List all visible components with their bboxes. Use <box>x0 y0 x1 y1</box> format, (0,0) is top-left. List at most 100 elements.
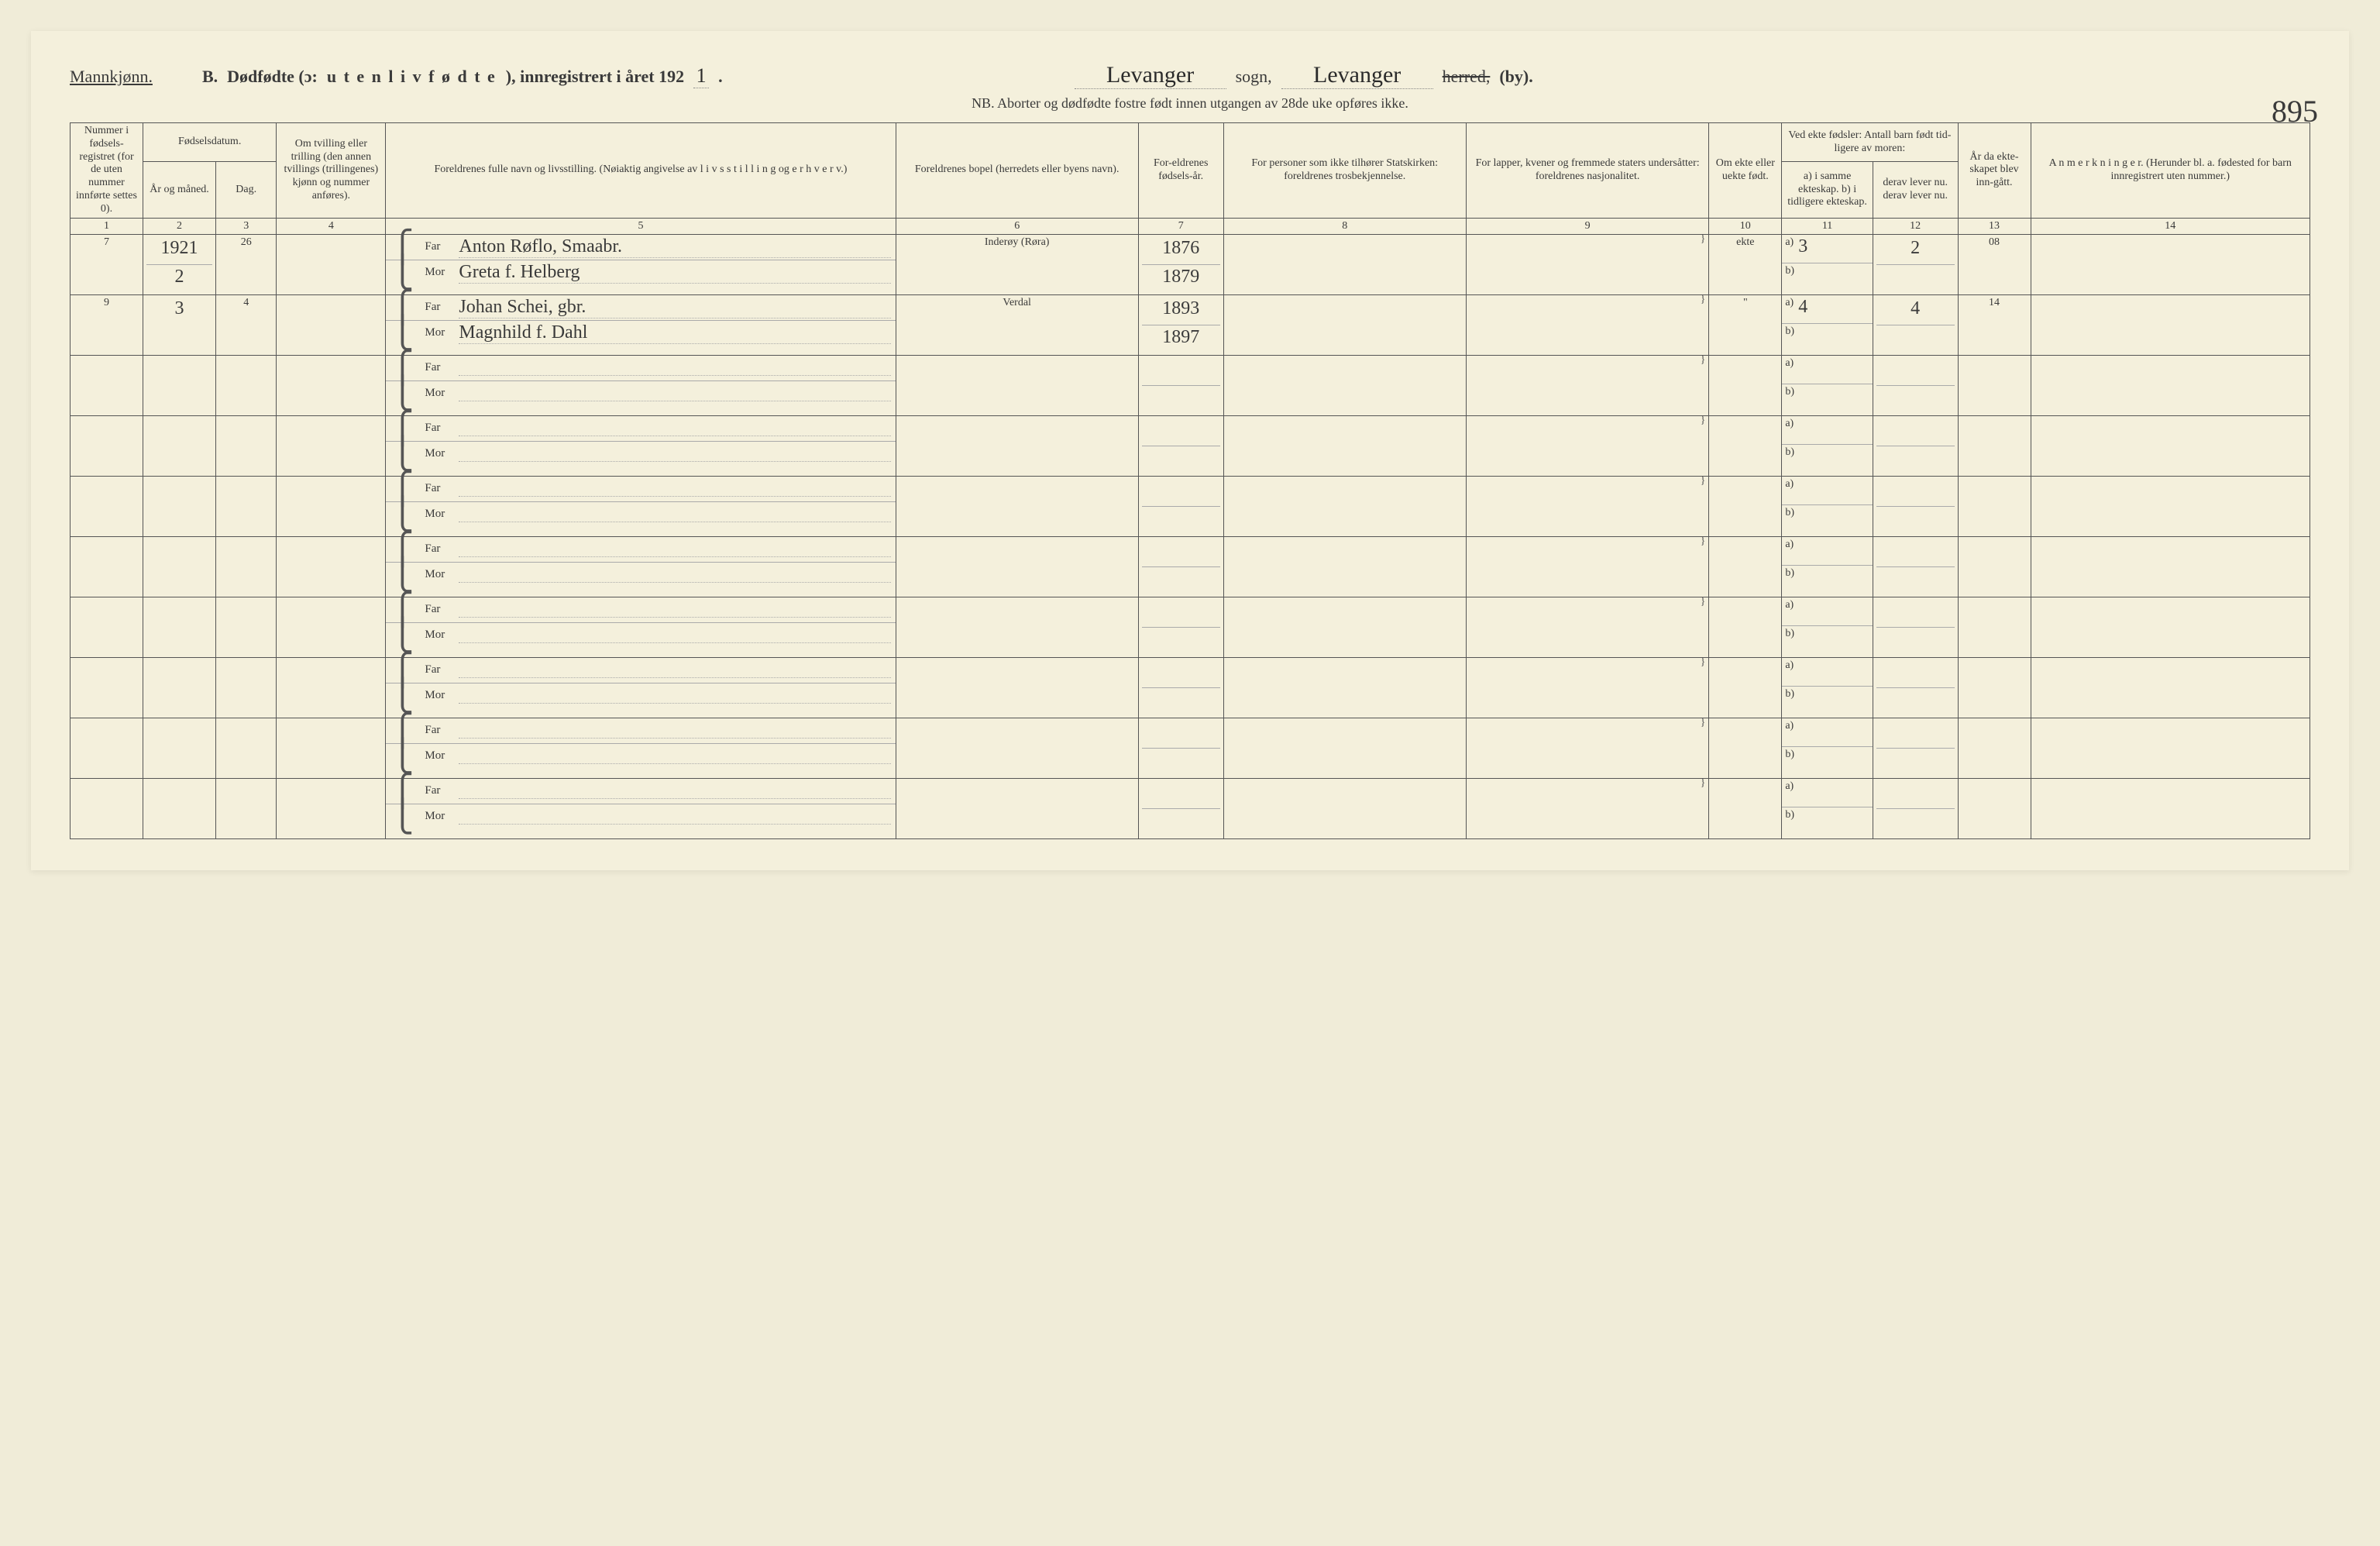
cell-parent-years: 18931897 <box>1138 294 1223 355</box>
col-header-7: For-eldrenes fødsels-år. <box>1138 123 1223 219</box>
cell-ekteskap-year <box>1958 718 2031 778</box>
brace-icon: ⎩ <box>390 628 417 643</box>
table-row: ⎧Far⎩Mor}a)b) <box>71 476 2310 536</box>
colnum: 12 <box>1873 218 1958 234</box>
cell-day <box>216 476 277 536</box>
cell-year-month <box>143 536 216 597</box>
gender-label: Mannkjønn. <box>70 67 153 87</box>
brace-icon: ⎩ <box>390 446 417 462</box>
cell-twin <box>277 597 386 657</box>
cell-parent-years <box>1138 355 1223 415</box>
table-row: ⎧Far⎩Mor}a)b) <box>71 718 2310 778</box>
mor-value <box>459 446 890 462</box>
cell-ekte <box>1709 657 1782 718</box>
cell-tros <box>1223 355 1466 415</box>
far-value: Johan Schei, gbr. <box>459 297 890 318</box>
colnum: 10 <box>1709 218 1782 234</box>
colnum: 3 <box>216 218 277 234</box>
cell-bopel <box>896 778 1138 838</box>
col-header-10: Om ekte eller uekte født. <box>1709 123 1782 219</box>
register-page: Mannkjønn. B. Dødfødte (ɔ: u t e n l i v… <box>31 31 2349 870</box>
cell-ekte: " <box>1709 294 1782 355</box>
b-label: b) <box>1785 325 1794 350</box>
far-value <box>459 480 890 497</box>
a-label: a) <box>1785 478 1794 503</box>
table-row: ⎧Far⎩Mor}a)b) <box>71 778 2310 838</box>
cell-day <box>216 355 277 415</box>
derav-b <box>1876 265 1955 293</box>
col-header-1: Nummer i fødsels-registret (for de uten … <box>71 123 143 219</box>
brace-icon: ⎧ <box>390 360 417 376</box>
mor-label: Mor <box>425 810 451 823</box>
cell-anm <box>2031 657 2309 718</box>
cell-parents: ⎧Far⎩Mor <box>386 476 896 536</box>
cell-day: 26 <box>216 234 277 294</box>
cell-derav <box>1873 718 1958 778</box>
mor-year <box>1142 749 1220 776</box>
cell-nationality: } <box>1466 597 1708 657</box>
far-label: Far <box>425 724 451 737</box>
cell-tros <box>1223 657 1466 718</box>
b-label: b) <box>1785 688 1794 713</box>
cell-ab: a)b) <box>1782 597 1873 657</box>
col-header-2: År og måned. <box>143 162 216 218</box>
cell-ekte <box>1709 597 1782 657</box>
brace-icon: ⎩ <box>390 749 417 764</box>
brace-icon: ⎩ <box>390 386 417 401</box>
far-label: Far <box>425 542 451 556</box>
cell-num <box>71 718 143 778</box>
colnum: 7 <box>1138 218 1223 234</box>
far-label: Far <box>425 240 451 253</box>
cell-ab: a)3b) <box>1782 234 1873 294</box>
colnum: 2 <box>143 218 216 234</box>
cell-parent-years <box>1138 415 1223 476</box>
brace-icon: ⎧ <box>390 602 417 618</box>
col-header-8: For personer som ikke tilhører Statskirk… <box>1223 123 1466 219</box>
cell-ab: a) b) <box>1782 476 1873 536</box>
far-value <box>459 722 890 739</box>
brace-icon: ⎩ <box>390 325 417 341</box>
cell-tros <box>1223 597 1466 657</box>
cell-num <box>71 536 143 597</box>
colnum: 4 <box>277 218 386 234</box>
col-header-3: Dag. <box>216 162 277 218</box>
cell-nationality: } <box>1466 657 1708 718</box>
table-row: ⎧Far⎩Mor}a)b) <box>71 415 2310 476</box>
cell-ab: a)b) <box>1782 415 1873 476</box>
a-label: a) <box>1785 357 1794 382</box>
mor-value: Greta f. Helberg <box>459 262 890 284</box>
cell-tros <box>1223 294 1466 355</box>
cell-nationality: } <box>1466 718 1708 778</box>
cell-anm <box>2031 718 2309 778</box>
b-label: b) <box>1785 386 1794 411</box>
cell-anm <box>2031 536 2309 597</box>
b-label: b) <box>1785 507 1794 532</box>
section-letter: B. <box>202 67 218 87</box>
mor-year: 1897 <box>1142 325 1220 353</box>
cell-day <box>216 778 277 838</box>
derav-b <box>1876 749 1955 776</box>
a-value: 4 <box>1798 297 1807 322</box>
cell-ekte <box>1709 718 1782 778</box>
mor-year <box>1142 386 1220 414</box>
col-header-6: Foreldrenes bopel (herredets eller byens… <box>896 123 1138 219</box>
cell-anm <box>2031 294 2309 355</box>
mor-label: Mor <box>425 447 451 460</box>
cell-parents: ⎧Far⎩Mor <box>386 355 896 415</box>
sogn-label: sogn, <box>1236 67 1272 87</box>
colnum: 11 <box>1782 218 1873 234</box>
brace-icon: ⎧ <box>390 421 417 436</box>
cell-derav <box>1873 597 1958 657</box>
mor-label: Mor <box>425 266 451 279</box>
far-value <box>459 360 890 376</box>
b-label: b) <box>1785 809 1794 834</box>
table-header: Nummer i fødsels-registret (for de uten … <box>71 123 2310 235</box>
cell-ekte <box>1709 355 1782 415</box>
title-spaced: u t e n l i v f ø d t e <box>327 67 497 87</box>
cell-anm <box>2031 597 2309 657</box>
far-year <box>1142 720 1220 749</box>
cell-ekteskap-year <box>1958 597 2031 657</box>
a-label: a) <box>1785 780 1794 805</box>
table-row: ⎧Far⎩Mor}a)b) <box>71 657 2310 718</box>
cell-parents: ⎧Far⎩Mor <box>386 778 896 838</box>
